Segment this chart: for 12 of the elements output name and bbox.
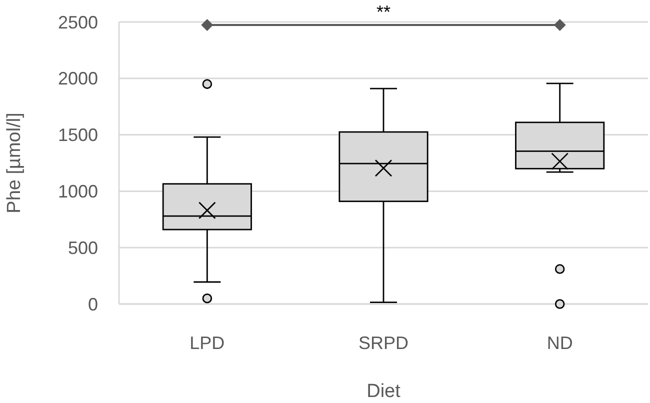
y-tick-label: 1500 [58,125,98,146]
annotation: ** [376,2,391,22]
y-axis-title: Phe [µmol/l] [4,112,25,214]
x-tick-label: SRPD [358,333,409,353]
y-tick-label: 0 [88,294,98,314]
x-axis-title: Diet [366,381,402,402]
x-tick-label: LPD [190,333,225,353]
y-tick-label: 1000 [58,182,98,202]
y-tick-label: 500 [68,238,98,258]
y-tick-label: 2000 [58,68,98,89]
y-tick-label: 2500 [58,12,98,32]
x-tick-label: ND [546,333,573,353]
